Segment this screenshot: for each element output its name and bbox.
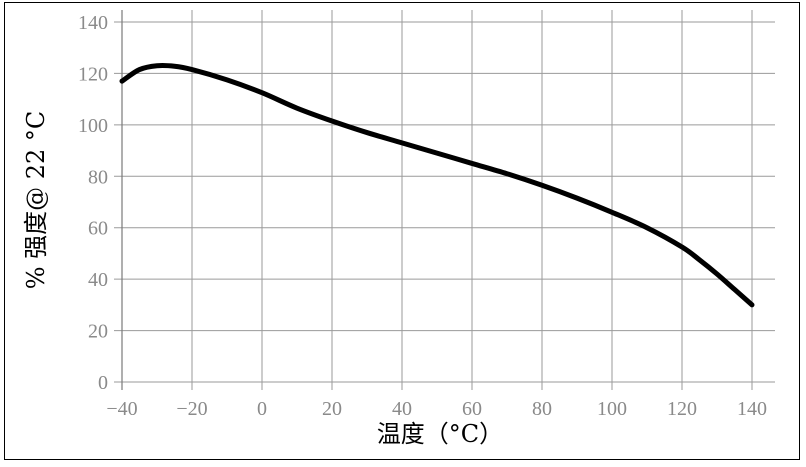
series-line-0	[119, 62, 755, 308]
series-group	[119, 62, 755, 308]
y-tick-label: 80	[88, 166, 108, 188]
y-tick-label: 60	[88, 218, 108, 240]
x-tick-label: 20	[322, 398, 342, 420]
y-tick-label: 140	[78, 12, 108, 34]
x-tick-labels: −40 −20 0 20 40 60 80 100 120 140	[106, 398, 767, 420]
x-tick-label: 100	[597, 398, 627, 420]
y-tick-label: 0	[98, 372, 108, 394]
x-tick-label: 120	[667, 398, 697, 420]
y-tick-label: 120	[78, 63, 108, 85]
x-tick-label: 40	[392, 398, 412, 420]
x-tick-label: −20	[176, 398, 207, 420]
x-tick-label: 60	[462, 398, 482, 420]
y-tick-label: 40	[88, 269, 108, 291]
y-tick-labels: 0 20 40 60 80 100 120 140	[78, 12, 108, 394]
y-tick-label: 20	[88, 321, 108, 343]
x-tick-label: 0	[257, 398, 267, 420]
y-axis-title: % 强度@ 22 °C	[22, 111, 50, 290]
x-axis-title: 温度（°C）	[377, 420, 503, 448]
grid-lines	[114, 10, 775, 390]
x-tick-label: −40	[106, 398, 137, 420]
y-tick-label: 100	[78, 115, 108, 137]
x-tick-label: 80	[532, 398, 552, 420]
x-tick-label: 140	[737, 398, 767, 420]
